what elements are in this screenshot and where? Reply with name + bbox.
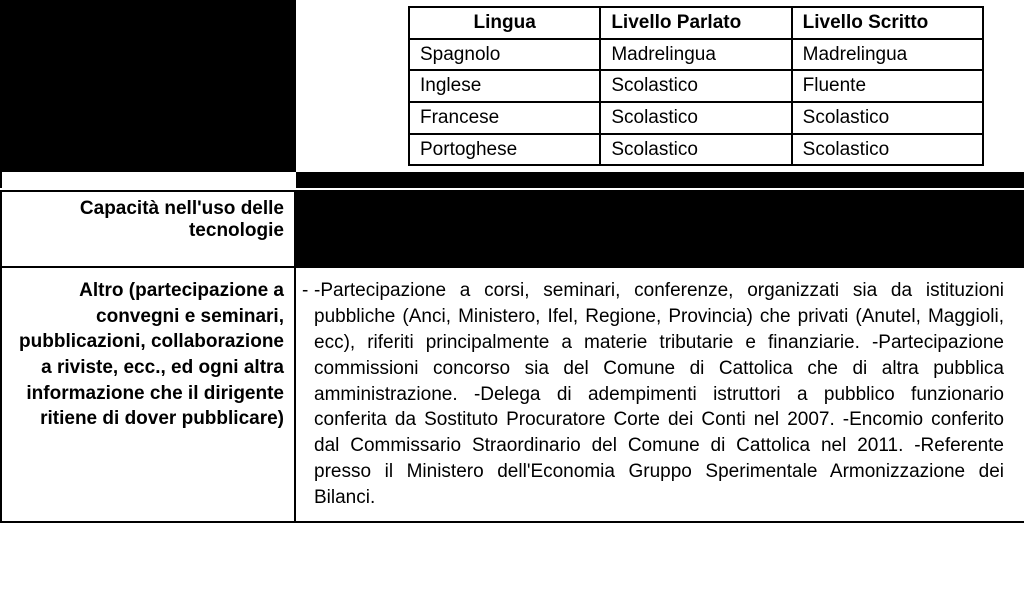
table-row: Portoghese Scolastico Scolastico xyxy=(409,134,983,166)
leading-dash-icon: - xyxy=(302,278,308,304)
cv-fragment: Lingua Livello Parlato Livello Scritto S… xyxy=(0,0,1024,608)
main-grid: Capacità nell'uso delle tecnologie Altro… xyxy=(0,190,1024,522)
cell: Scolastico xyxy=(600,70,791,102)
cell: Spagnolo xyxy=(409,39,600,71)
redacted-strip xyxy=(296,172,1024,188)
cell: Inglese xyxy=(409,70,600,102)
languages-cell: Lingua Livello Parlato Livello Scritto S… xyxy=(296,0,1024,188)
languages-table: Lingua Livello Parlato Livello Scritto S… xyxy=(408,6,984,166)
col-lingua: Lingua xyxy=(409,7,600,39)
cell: Fluente xyxy=(792,70,983,102)
altro-label: Altro (partecipazione a convegni e semin… xyxy=(2,266,296,520)
altro-body: - -Partecipazione a corsi, seminari, con… xyxy=(296,266,1024,520)
cell: Madrelingua xyxy=(600,39,791,71)
table-row: Inglese Scolastico Fluente xyxy=(409,70,983,102)
cell: Portoghese xyxy=(409,134,600,166)
tech-label-text: Capacità nell'uso delle tecnologie xyxy=(80,198,284,241)
col-scritto: Livello Scritto xyxy=(792,7,983,39)
table-row: Spagnolo Madrelingua Madrelingua xyxy=(409,39,983,71)
cell: Scolastico xyxy=(792,134,983,166)
tech-body-redacted xyxy=(296,192,1024,266)
redacted-label-top xyxy=(2,0,296,172)
cell: Madrelingua xyxy=(792,39,983,71)
altro-body-text: -Partecipazione a corsi, seminari, confe… xyxy=(314,280,1004,508)
cell: Scolastico xyxy=(792,102,983,134)
lang-table-wrap: Lingua Livello Parlato Livello Scritto S… xyxy=(296,0,1024,172)
col-parlato: Livello Parlato xyxy=(600,7,791,39)
cell: Francese xyxy=(409,102,600,134)
top-row: Lingua Livello Parlato Livello Scritto S… xyxy=(0,0,1024,188)
altro-label-text: Altro (partecipazione a convegni e semin… xyxy=(19,280,284,429)
tech-label: Capacità nell'uso delle tecnologie xyxy=(2,192,296,266)
cell: Scolastico xyxy=(600,102,791,134)
table-row: Francese Scolastico Scolastico xyxy=(409,102,983,134)
table-header-row: Lingua Livello Parlato Livello Scritto xyxy=(409,7,983,39)
cell: Scolastico xyxy=(600,134,791,166)
